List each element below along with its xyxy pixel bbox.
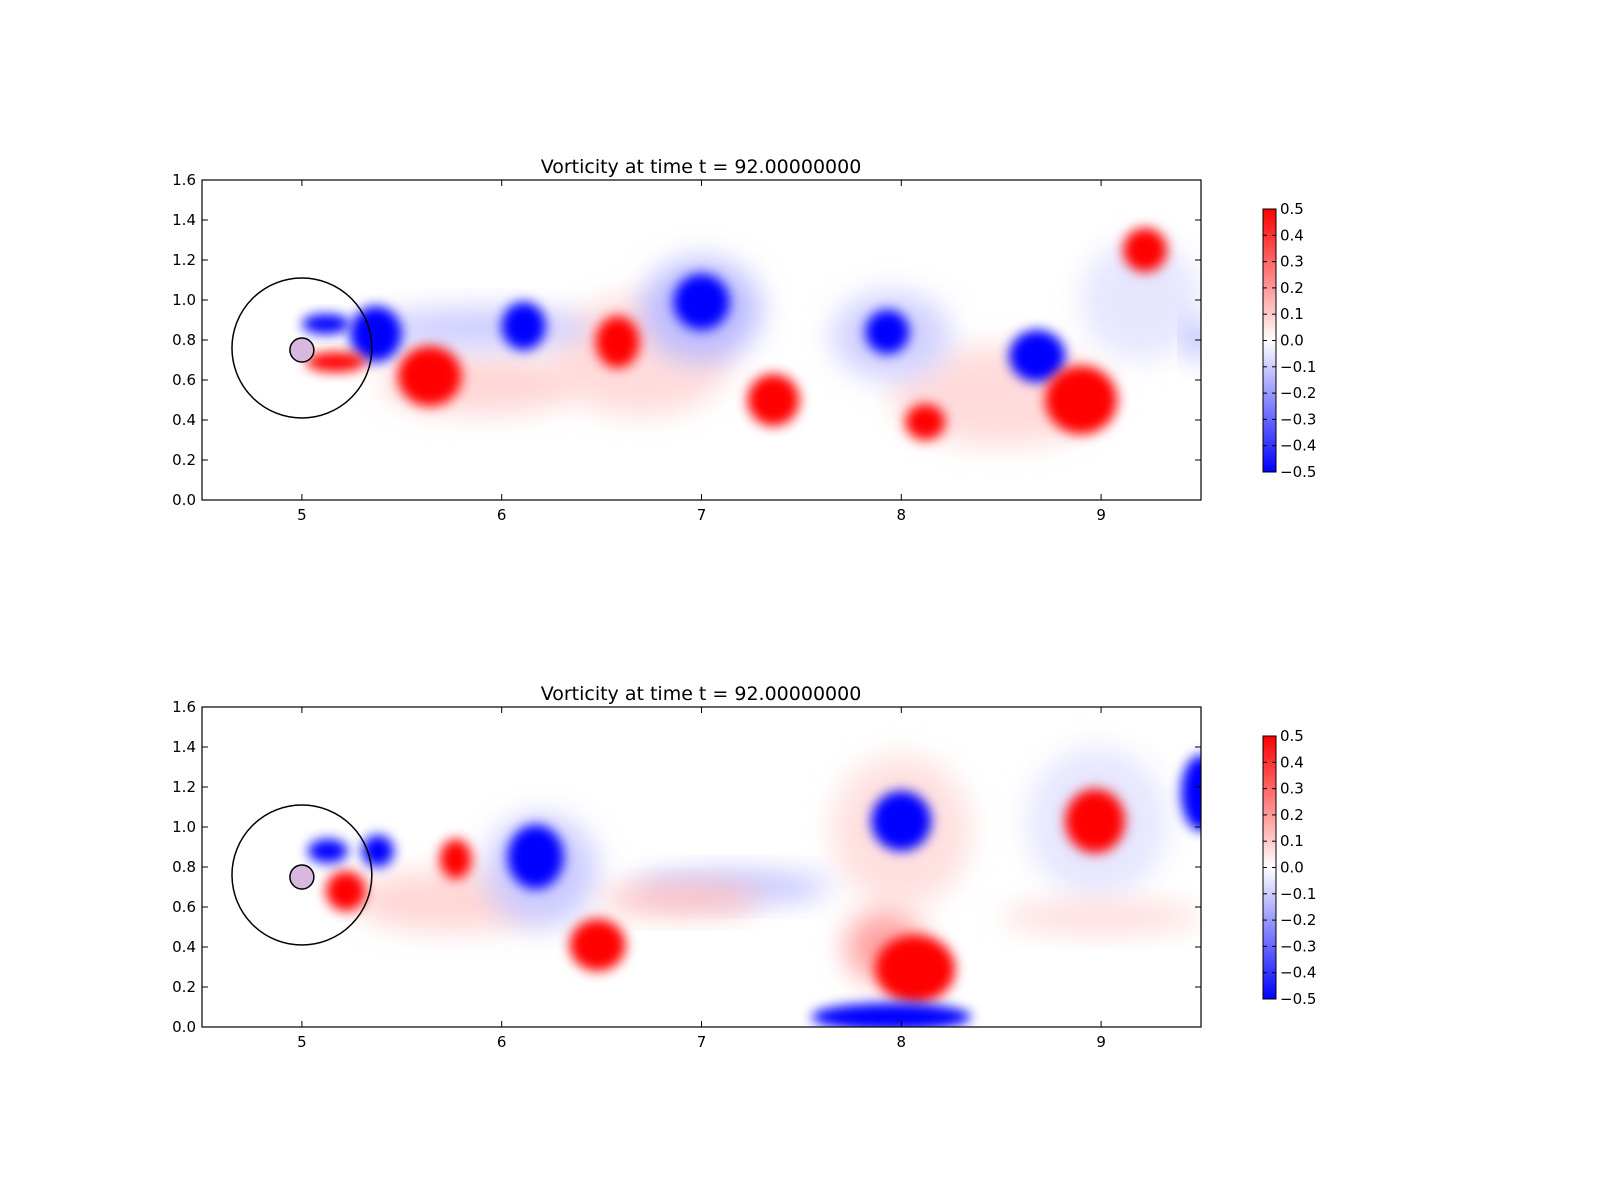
y-tick-label: 1.4 <box>172 211 196 229</box>
y-tick-label: 1.6 <box>172 171 196 189</box>
colorbar-tick-label: 0.3 <box>1280 780 1304 798</box>
negative-vortex <box>349 306 402 362</box>
y-tick-label: 0.4 <box>172 938 196 956</box>
colorbar-tick-label: 0.2 <box>1280 806 1304 824</box>
x-tick-label: 6 <box>497 506 507 524</box>
x-tick-label: 5 <box>297 1033 307 1051</box>
y-tick-label: 0.8 <box>172 858 196 876</box>
colorbar-tick-label: 0.4 <box>1280 226 1304 244</box>
panel-title: Vorticity at time t = 92.00000000 <box>541 683 862 705</box>
negative-vortex <box>301 314 350 334</box>
y-axis: 0.0 0.2 0.4 0.6 0.8 1.0 1.2 1.4 1.6 <box>172 698 1201 1036</box>
positive-vortex <box>595 316 640 368</box>
negative-vortex <box>673 274 730 330</box>
colorbar-tick-label: −0.1 <box>1280 885 1316 903</box>
positive-vortex <box>1123 228 1168 272</box>
x-tick-label: 8 <box>897 506 907 524</box>
y-tick-label: 0.4 <box>172 411 196 429</box>
colorbar-tick-label: 0.0 <box>1280 859 1304 877</box>
y-tick-label: 0.0 <box>172 1018 196 1036</box>
colorbar-tick-label: −0.2 <box>1280 384 1316 402</box>
colorbar-tick-label: 0.5 <box>1280 727 1304 745</box>
overlay-circles <box>231 277 373 419</box>
positive-vortex <box>905 404 946 440</box>
heatmap-field <box>202 707 1201 1027</box>
y-axis: 0.0 0.2 0.4 0.6 0.8 1.0 1.2 1.4 1.6 <box>172 171 1201 509</box>
negative-vortex <box>1181 755 1201 831</box>
panel-title: Vorticity at time t = 92.00000000 <box>541 156 862 178</box>
y-tick-label: 1.2 <box>172 778 196 796</box>
colorbar-tick-label: −0.4 <box>1280 437 1316 455</box>
positive-vortex <box>1065 789 1126 853</box>
negative-vortex <box>811 1003 972 1027</box>
y-tick-label: 0.2 <box>172 451 196 469</box>
colorbar-tick-label: 0.1 <box>1280 832 1304 850</box>
cylinder-body <box>289 337 315 363</box>
negative-vortex <box>1081 240 1201 360</box>
negative-vortex <box>871 791 932 851</box>
positive-vortex <box>439 839 472 879</box>
negative-vortex <box>307 839 348 863</box>
x-tick-label: 5 <box>297 506 307 524</box>
positive-vortex <box>601 883 762 915</box>
x-tick-label: 9 <box>1096 1033 1106 1051</box>
overlay-circles <box>231 804 373 946</box>
colorbar-tick-label: −0.3 <box>1280 410 1316 428</box>
y-tick-label: 1.0 <box>172 818 196 836</box>
colorbar-tick-label: 0.0 <box>1280 332 1304 350</box>
x-tick-label: 8 <box>897 1033 907 1051</box>
colorbar-tick-label: −0.3 <box>1280 937 1316 955</box>
y-tick-label: 1.6 <box>172 698 196 716</box>
negative-vortex <box>501 302 546 350</box>
y-tick-label: 0.6 <box>172 371 196 389</box>
colorbar-tick-label: 0.4 <box>1280 753 1304 771</box>
colorbar-tick-label: 0.3 <box>1280 253 1304 271</box>
positive-vortex <box>1045 366 1118 434</box>
y-tick-label: 0.2 <box>172 978 196 996</box>
positive-vortex <box>569 919 626 971</box>
y-tick-label: 1.4 <box>172 738 196 756</box>
outer-circle <box>231 804 373 946</box>
negative-vortex <box>1009 330 1066 382</box>
x-tick-label: 6 <box>497 1033 507 1051</box>
colorbar-tick-label: 0.2 <box>1280 279 1304 297</box>
positive-vortex <box>325 871 366 911</box>
colorbar-tick-label: −0.2 <box>1280 911 1316 929</box>
colorbar-tick-label: 0.5 <box>1280 200 1304 218</box>
colorbar: 0.5 0.4 0.3 0.2 0.1 0.0 −0.1 −0.2 −0.3 −0.4 −0.5 <box>1262 727 1316 1008</box>
colorbar-tick-label: −0.5 <box>1280 463 1316 481</box>
x-tick-label: 9 <box>1096 506 1106 524</box>
negative-vortex <box>507 825 564 889</box>
y-tick-label: 1.0 <box>172 291 196 309</box>
positive-vortex <box>747 374 800 426</box>
negative-vortex <box>371 308 592 348</box>
colorbar-tick-label: −0.4 <box>1280 964 1316 982</box>
colorbar: 0.5 0.4 0.3 0.2 0.1 0.0 −0.1 −0.2 −0.3 −0.4 −0.5 <box>1262 200 1316 481</box>
positive-vortex <box>1001 901 1201 933</box>
field-background <box>202 707 1201 1027</box>
positive-vortex <box>397 346 462 406</box>
y-tick-label: 0.6 <box>172 898 196 916</box>
colorbar-tick-label: −0.5 <box>1280 990 1316 1008</box>
cylinder-body <box>289 864 315 890</box>
y-tick-label: 0.8 <box>172 331 196 349</box>
x-tick-label: 7 <box>697 1033 707 1051</box>
outer-circle <box>231 277 373 419</box>
y-tick-label: 0.0 <box>172 491 196 509</box>
x-axis: 5 6 7 8 9 <box>297 707 1106 1051</box>
y-tick-label: 1.2 <box>172 251 196 269</box>
x-tick-label: 7 <box>697 506 707 524</box>
negative-vortex <box>1187 320 1201 360</box>
heatmap-field <box>202 180 1201 500</box>
positive-vortex <box>305 352 366 372</box>
positive-vortex <box>875 935 956 1003</box>
negative-vortex <box>865 310 910 354</box>
x-axis: 5 6 7 8 9 <box>297 180 1106 524</box>
negative-vortex <box>361 835 394 867</box>
colorbar-tick-label: −0.1 <box>1280 358 1316 376</box>
colorbar-tick-label: 0.1 <box>1280 305 1304 323</box>
